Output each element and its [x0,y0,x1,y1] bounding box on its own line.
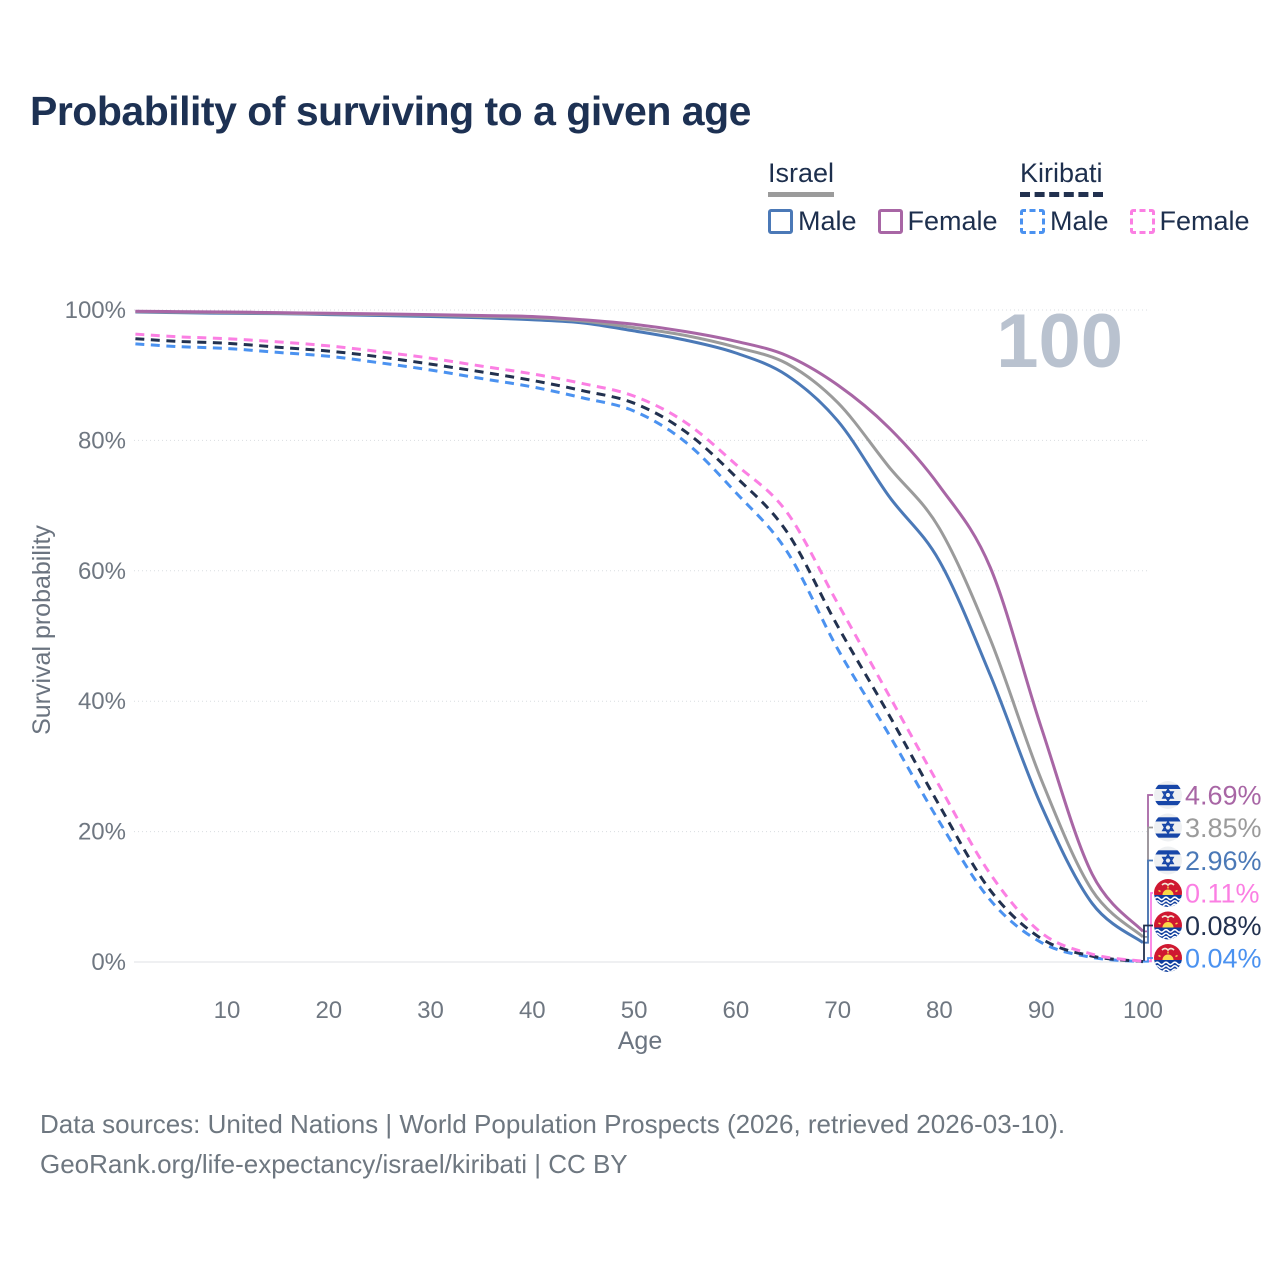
israel-male-swatch-icon [768,209,793,235]
kiribati-female-swatch-icon [1129,209,1155,235]
line-israel-female[interactable] [135,309,1145,933]
end-value-label-kiribati-male: 0.04% [1185,944,1262,974]
watermark-age-100: 100 [996,299,1123,384]
x-axis-title: Age [618,1027,662,1055]
x-tick-label: 20 [315,997,342,1024]
x-tick-label: 90 [1028,997,1055,1024]
legend-item-kiribati-female[interactable]: Female [1129,206,1250,237]
end-value-label-israel-both: 3.85% [1185,813,1262,843]
israel-flag-icon [1154,781,1182,809]
x-tick-label: 100 [1123,997,1163,1024]
legend-label: Male [1050,206,1109,237]
israel-female-swatch-icon [877,209,903,235]
kiribati-flag-icon [1154,944,1182,972]
y-tick-label: 100% [65,297,126,324]
line-kiribati-both[interactable] [135,337,1144,963]
y-tick-label: 60% [78,558,126,585]
kiribati-flag-icon [1154,879,1182,907]
legend-header-kiribati: Kiribati [1020,158,1103,198]
label-connector [1143,859,1153,944]
x-tick-label: 40 [519,997,546,1024]
legend-item-israel-female[interactable]: Female [877,206,998,237]
legend-item-kiribati-male[interactable]: Male [1020,206,1109,237]
end-value-label-kiribati-both: 0.08% [1185,911,1262,941]
y-tick-label: 20% [78,819,126,846]
legend-group-kiribati: Kiribati Male Female [1020,158,1250,237]
israel-flag-icon [1154,813,1182,842]
legend-group-israel: Israel Male Female [768,158,998,237]
legend-header-israel: Israel [768,158,835,198]
footer: Data sources: United Nations | World Pop… [40,1104,1065,1184]
y-tick-label: 80% [78,427,126,454]
x-tick-label: 80 [926,997,953,1024]
line-israel-male[interactable] [135,310,1144,944]
line-kiribati-female[interactable] [135,332,1144,963]
legend-label: Male [798,206,857,237]
kiribati-male-swatch-icon [1020,209,1045,235]
end-value-label-israel-male: 2.96% [1185,846,1262,876]
end-value-label-kiribati-female: 0.11% [1185,879,1260,909]
kiribati-flag-icon [1154,911,1182,940]
x-tick-label: 70 [824,997,851,1024]
attribution-line: GeoRank.org/life-expectancy/israel/kirib… [40,1149,628,1179]
legend-item-israel-male[interactable]: Male [768,206,857,237]
label-connector [1143,957,1153,963]
line-israel-both[interactable] [135,310,1145,939]
line-kiribati-male[interactable] [135,342,1144,964]
x-tick-label: 50 [621,997,648,1024]
israel-flag-icon [1154,846,1182,875]
y-tick-label: 0% [91,949,126,976]
x-tick-label: 10 [214,997,241,1024]
end-value-label-israel-female: 4.69% [1185,781,1262,811]
data-source-line: Data sources: United Nations | World Pop… [40,1109,1066,1139]
x-tick-label: 60 [723,997,750,1024]
legend-label: Female [1159,206,1250,237]
legend-label: Female [907,206,998,237]
x-tick-label: 30 [417,997,444,1024]
y-tick-label: 40% [78,688,126,715]
page-title: Probability of surviving to a given age [30,88,751,134]
y-axis-title: Survival probability [28,525,56,735]
